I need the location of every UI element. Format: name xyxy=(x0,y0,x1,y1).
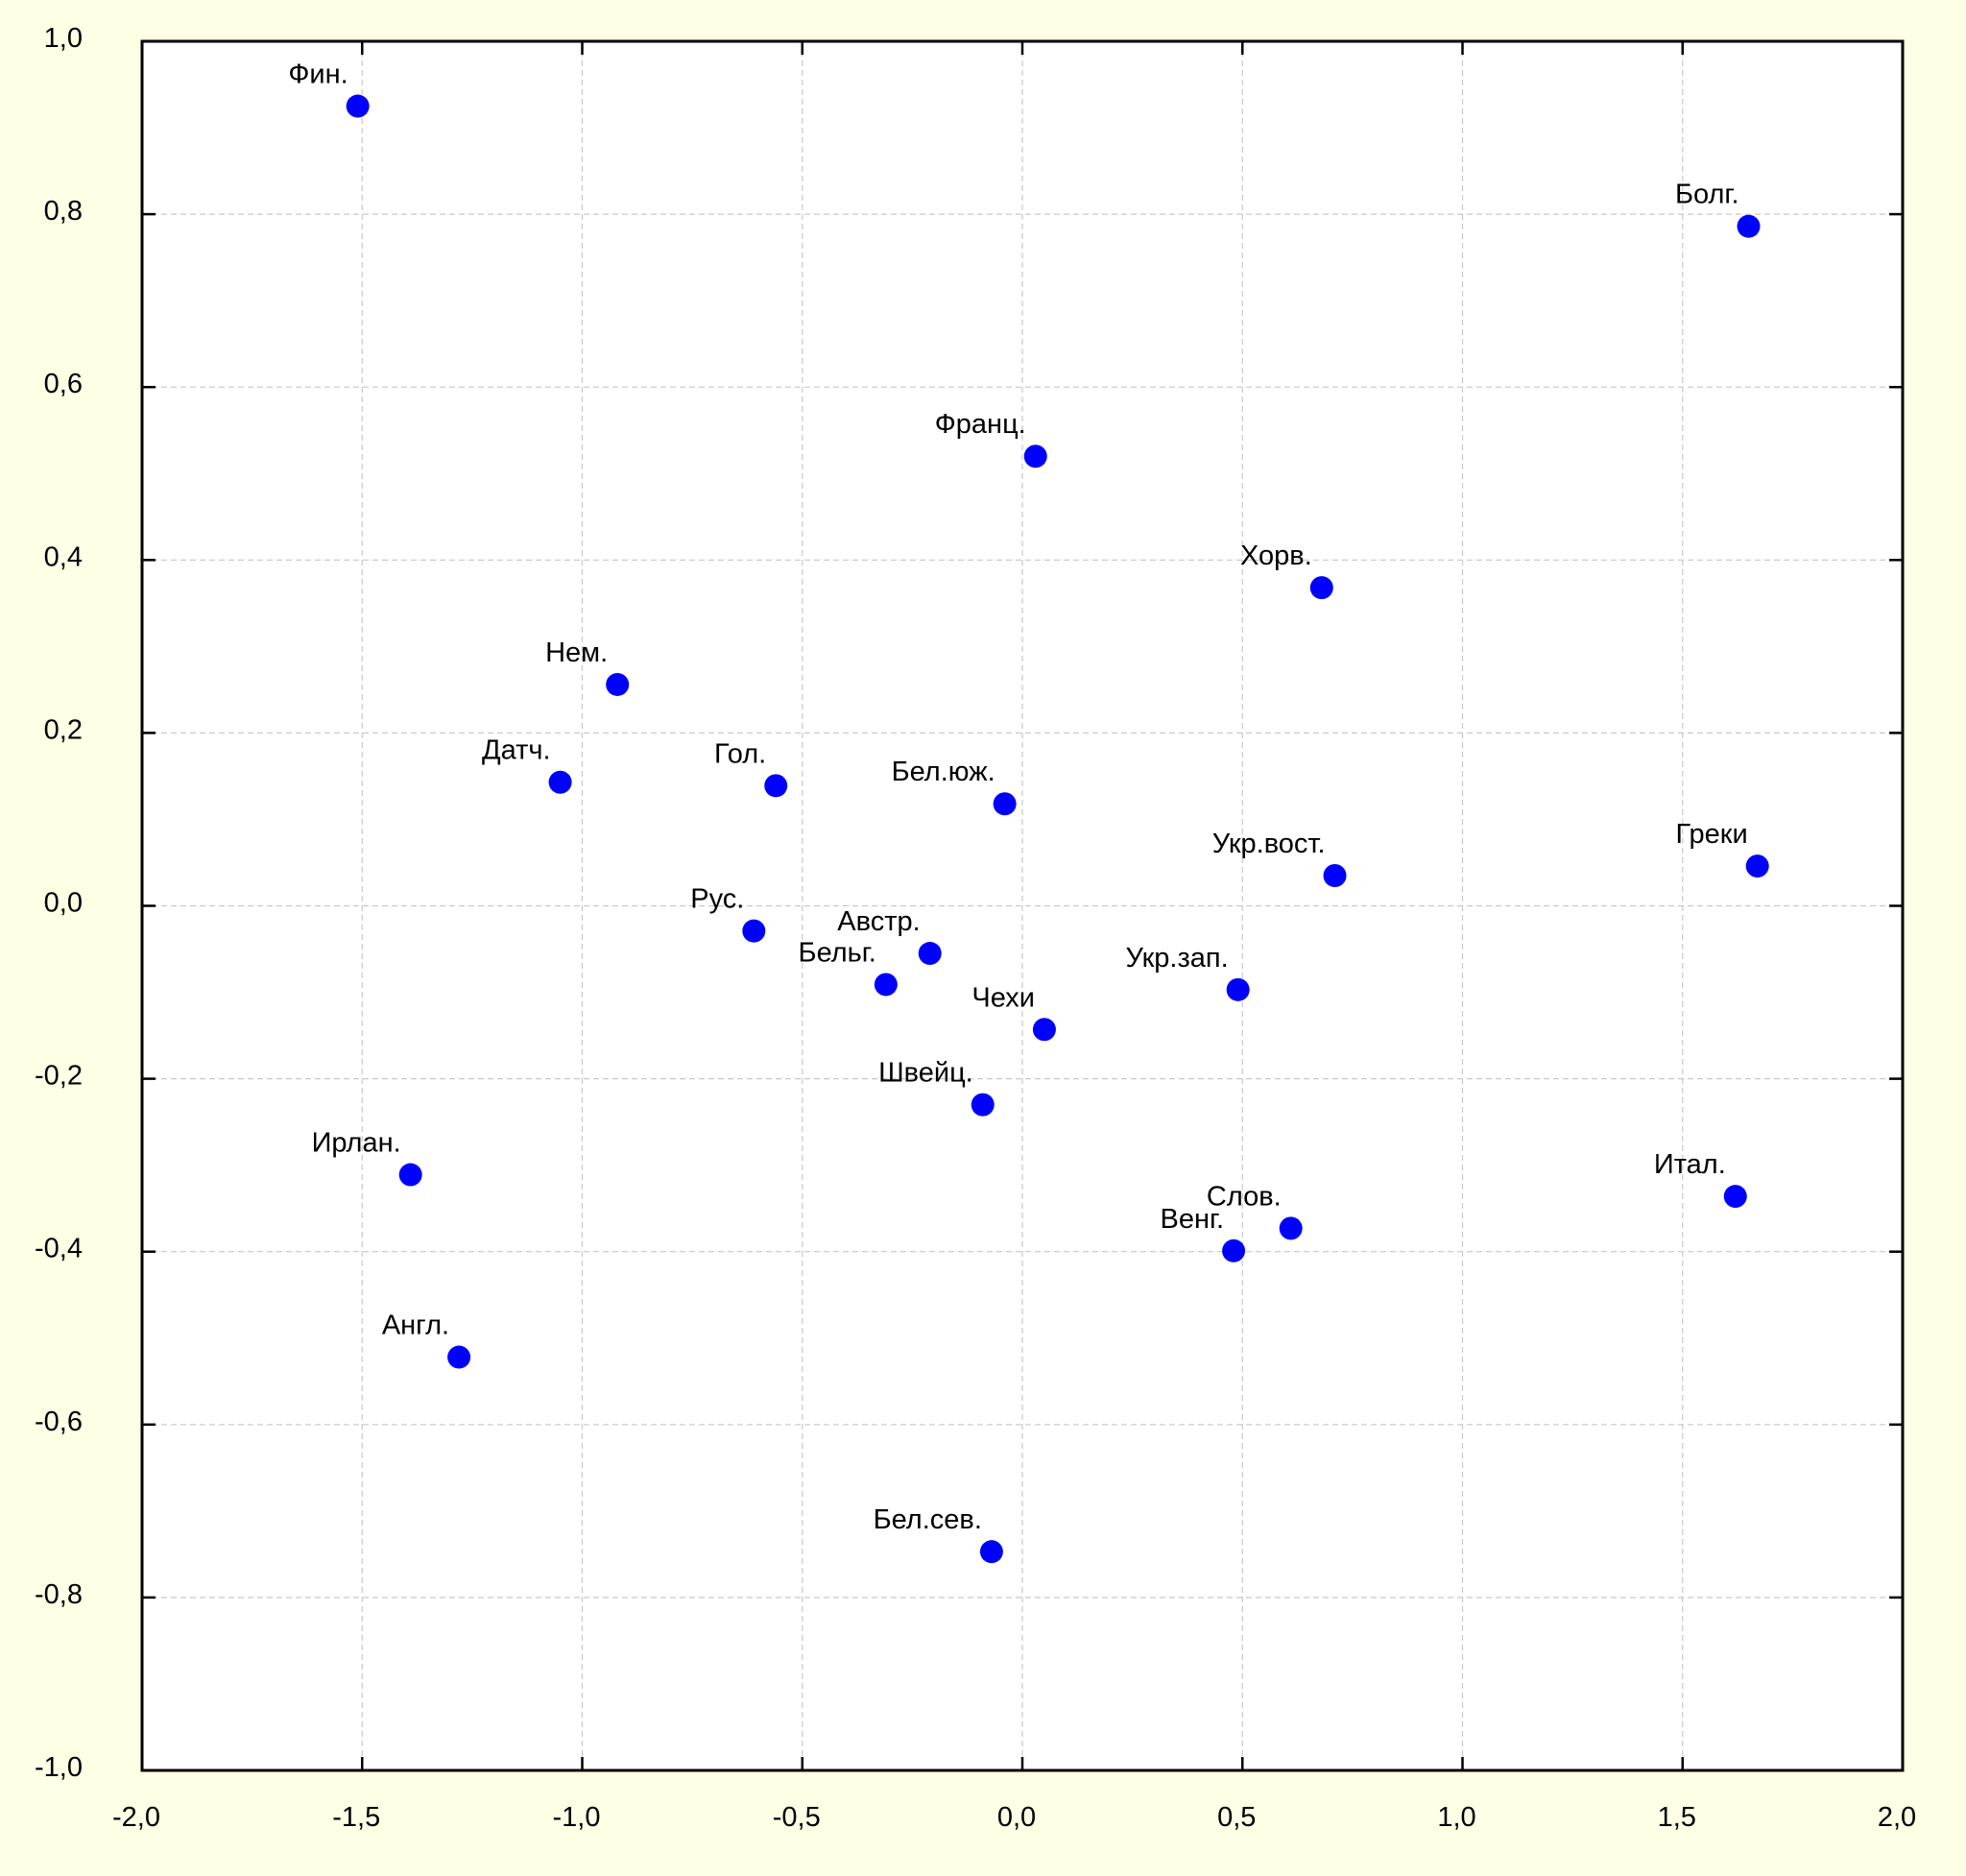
data-point xyxy=(1032,1018,1056,1042)
data-point xyxy=(979,1540,1003,1564)
point-label: Ирлан. xyxy=(312,1128,401,1159)
point-label: Датч. xyxy=(482,735,551,766)
point-label: Болг. xyxy=(1675,180,1739,210)
data-point xyxy=(1737,214,1761,238)
y-tick-label: 0,6 xyxy=(44,369,83,399)
point-label: Бельг. xyxy=(799,937,876,968)
y-tick-label: 0,8 xyxy=(44,196,83,227)
point-label: Англ. xyxy=(382,1311,449,1341)
point-label: Греки xyxy=(1675,819,1747,850)
x-tick-label: -2,0 xyxy=(112,1802,160,1833)
x-tick-label: -1,5 xyxy=(332,1802,380,1833)
point-label: Гол. xyxy=(714,738,766,769)
data-point xyxy=(398,1163,422,1187)
x-tick-label: 1,0 xyxy=(1437,1802,1475,1833)
data-point xyxy=(548,770,572,794)
point-label: Фин. xyxy=(288,60,348,90)
y-tick-label: -0,2 xyxy=(35,1061,83,1092)
data-point xyxy=(918,942,942,966)
data-point xyxy=(1023,445,1047,469)
data-points: Фин. Болг. Франц. Хорв. Нем. Датч. Гол. Бел.юж.… xyxy=(288,60,1769,1564)
data-point xyxy=(447,1345,471,1369)
data-point xyxy=(1309,576,1333,600)
data-point xyxy=(971,1093,995,1117)
point-label: Слов. xyxy=(1207,1181,1282,1212)
axis-ticks xyxy=(140,39,1905,1772)
grid-lines xyxy=(142,41,1903,1770)
point-label: Венг. xyxy=(1160,1204,1224,1235)
y-tick-label: -0,6 xyxy=(35,1407,83,1437)
point-label: Швейц. xyxy=(878,1058,973,1089)
data-point xyxy=(1226,977,1250,1001)
point-label: Рус. xyxy=(690,884,744,915)
x-tick-label: 1,5 xyxy=(1658,1802,1696,1833)
point-label: Нем. xyxy=(545,637,608,668)
x-tick-label: 0,0 xyxy=(997,1802,1036,1833)
y-tick-label: -0,8 xyxy=(35,1579,83,1610)
y-tick-label: 1,0 xyxy=(44,23,83,54)
y-tick-label: -0,4 xyxy=(35,1234,83,1264)
y-axis-tick-labels: 1,0 0,8 0,6 0,4 0,2 0,0 -0,2 -0,4 -0,6 -0,8 -1,0 xyxy=(35,23,83,1783)
x-tick-label: 0,5 xyxy=(1217,1802,1256,1833)
data-point xyxy=(1279,1216,1303,1240)
data-point xyxy=(346,94,370,118)
point-label: Итал. xyxy=(1654,1149,1726,1180)
point-label: Австр. xyxy=(837,906,920,937)
y-tick-label: 0,4 xyxy=(44,541,83,572)
data-point xyxy=(1323,863,1347,887)
x-tick-label: -1,0 xyxy=(553,1802,601,1833)
x-tick-label: -0,5 xyxy=(773,1802,821,1833)
data-point xyxy=(1222,1239,1246,1263)
y-tick-label: 0,0 xyxy=(44,888,83,919)
point-label: Бел.сев. xyxy=(874,1504,982,1535)
data-point xyxy=(874,973,898,997)
point-label: Чехи xyxy=(971,982,1035,1013)
data-point xyxy=(993,792,1017,816)
point-label: Укр.зап. xyxy=(1125,943,1228,974)
point-label: Укр.вост. xyxy=(1212,829,1326,859)
point-label: Франц. xyxy=(935,409,1026,440)
y-tick-label: -1,0 xyxy=(35,1752,83,1783)
data-point xyxy=(1745,854,1769,878)
data-point xyxy=(606,672,630,696)
point-label: Хорв. xyxy=(1240,541,1312,571)
point-label: Бел.юж. xyxy=(892,757,995,787)
data-point xyxy=(1723,1185,1747,1209)
x-axis-tick-labels: -2,0 -1,5 -1,0 -0,5 0,0 0,5 1,0 1,5 2,0 xyxy=(112,1802,1916,1833)
data-point xyxy=(764,774,788,798)
y-tick-label: 0,2 xyxy=(44,714,83,745)
x-tick-label: 2,0 xyxy=(1878,1802,1916,1833)
data-point xyxy=(742,919,766,943)
